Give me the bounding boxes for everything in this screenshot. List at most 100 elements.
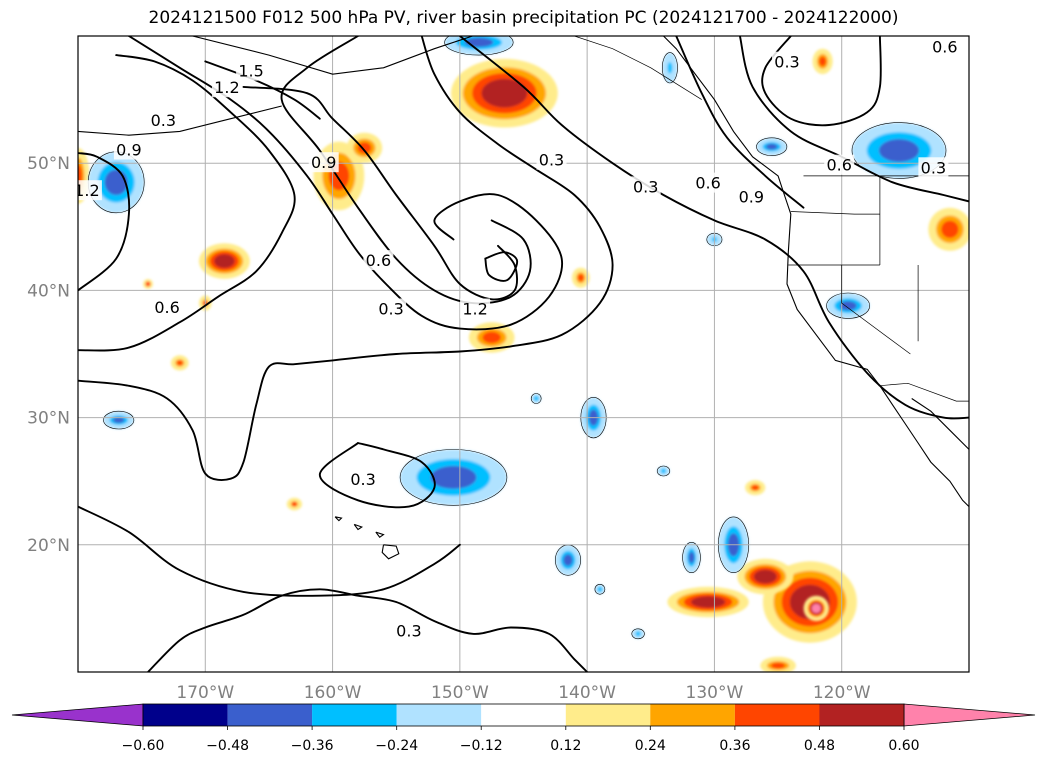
contour-labels: 1.51.20.30.91.20.9 0.30.3 0.60.90.60.3 1.20… [74,36,960,641]
map-frame [77,35,970,673]
colorbar: −0.60 −0.48 −0.36 −0.24 −0.12 0.12 0.24 0.36 0.4… [11,703,1036,754]
precip-band [766,143,778,150]
border-washington-oregon-border [790,211,880,215]
pv-contour-0.3 [761,36,882,127]
contour-label: 0.3 [633,177,658,196]
contour-label-bg [148,110,179,131]
pv-contour-0.3 [318,442,436,509]
precip-outline [444,36,514,56]
precip-band [563,554,573,566]
pv-contour-0.6 [127,36,564,331]
contour-label: 0.6 [932,37,957,56]
coastlines [78,36,969,560]
contour-label-bg [236,60,267,81]
colorbar-bin [481,704,566,726]
precip-area-4 [199,243,250,279]
colorbar-bin [143,704,228,726]
latitude-label: 20°N [27,536,70,556]
latitude-label: 50°N [27,154,70,174]
coastline-maui [375,531,385,538]
precip-band [430,466,477,489]
pv-contour-0.3 [78,152,131,292]
coastline-north-america [663,36,969,507]
precip-band [482,331,501,344]
precip-band [597,586,603,592]
contour-label: 0.3 [396,621,421,640]
contour-label-bg [772,51,802,72]
precip-outline [851,122,947,179]
contour-label-bg [376,298,407,319]
contour-label: 1.2 [74,181,99,200]
precip-band [751,485,759,491]
contour-label-bg [211,77,242,98]
contour-label-bg [736,186,767,207]
precip-outline [594,583,606,595]
precip-band [753,569,777,584]
pv-contour-0.3 [78,36,614,481]
precip-area-8 [571,267,590,288]
contour-label: 1.2 [214,78,239,97]
colorbar-bin [565,704,651,726]
precip-area-11 [812,48,833,75]
contour-label-bg [918,157,949,178]
precip-outline [103,410,135,430]
contour-label: 0.3 [774,53,799,72]
precip-band [819,56,826,66]
contour-label-bg [348,468,379,489]
contour-label: 0.6 [695,174,720,193]
precip-area-22 [682,542,701,573]
precip-area-32 [594,584,605,595]
precip-area-21 [555,544,581,576]
precip-area-16 [143,279,153,289]
colorbar-tick-label: −0.24 [375,738,418,754]
contour-label-bg [152,297,183,318]
precip-band [771,662,785,669]
precip-area-35 [803,595,829,622]
colorbar-tick-label: −0.36 [291,738,334,754]
precip-band [533,396,539,401]
pv-contours [78,36,969,672]
precip-area-10 [928,207,969,251]
colorbar-bin [819,704,904,726]
precip-area-15 [760,656,796,672]
gridlines [78,36,969,672]
contour-label: 0.6 [366,251,391,270]
border-alaska-canada-border [574,36,702,100]
coastline-kauai [334,516,343,522]
colorbar-bin [650,704,735,726]
pv-contour-1.2 [242,85,518,301]
latitude-label: 30°N [27,409,70,429]
longitude-label: 130°W [686,683,744,703]
precip-area-29 [662,52,678,83]
precip-area-13 [286,497,302,511]
contour-label: 0.3 [151,111,176,130]
contour-label-bg [824,154,855,175]
precip-area-31 [657,466,670,476]
pv-contour-0.6 [78,54,296,352]
colorbar-bin [227,704,313,726]
precip-outline [530,393,542,404]
contour-label-bg [363,250,394,271]
precip-band [635,631,641,637]
colorbar-tick-label: 0.36 [719,738,750,754]
precip-outline [756,137,788,156]
precip-area-2 [667,586,749,618]
contour-label: 0.9 [116,141,141,160]
precip-area-12 [170,355,189,371]
contour-label: 0.9 [739,188,764,207]
contour-label: 0.3 [350,470,375,489]
colorbar-extend-under [11,703,144,727]
contour-label-bg [630,176,661,197]
coastline-hawaii-island [381,544,400,560]
contour-label: 0.9 [311,153,336,172]
precip-band [661,468,666,474]
longitude-label: 170°W [176,683,234,703]
axis-tick-labels: 50°N 40°N 30°N 20°N 170°W 160°W 150°W 140°W 130°… [27,154,871,703]
precip-area-19 [400,449,507,506]
contour-label-bg [929,36,960,57]
precip-outline [631,628,645,640]
precip-area-14 [745,480,766,496]
precip-area-0 [451,58,558,128]
precip-band [941,220,959,238]
latitude-label: 40°N [27,281,70,301]
